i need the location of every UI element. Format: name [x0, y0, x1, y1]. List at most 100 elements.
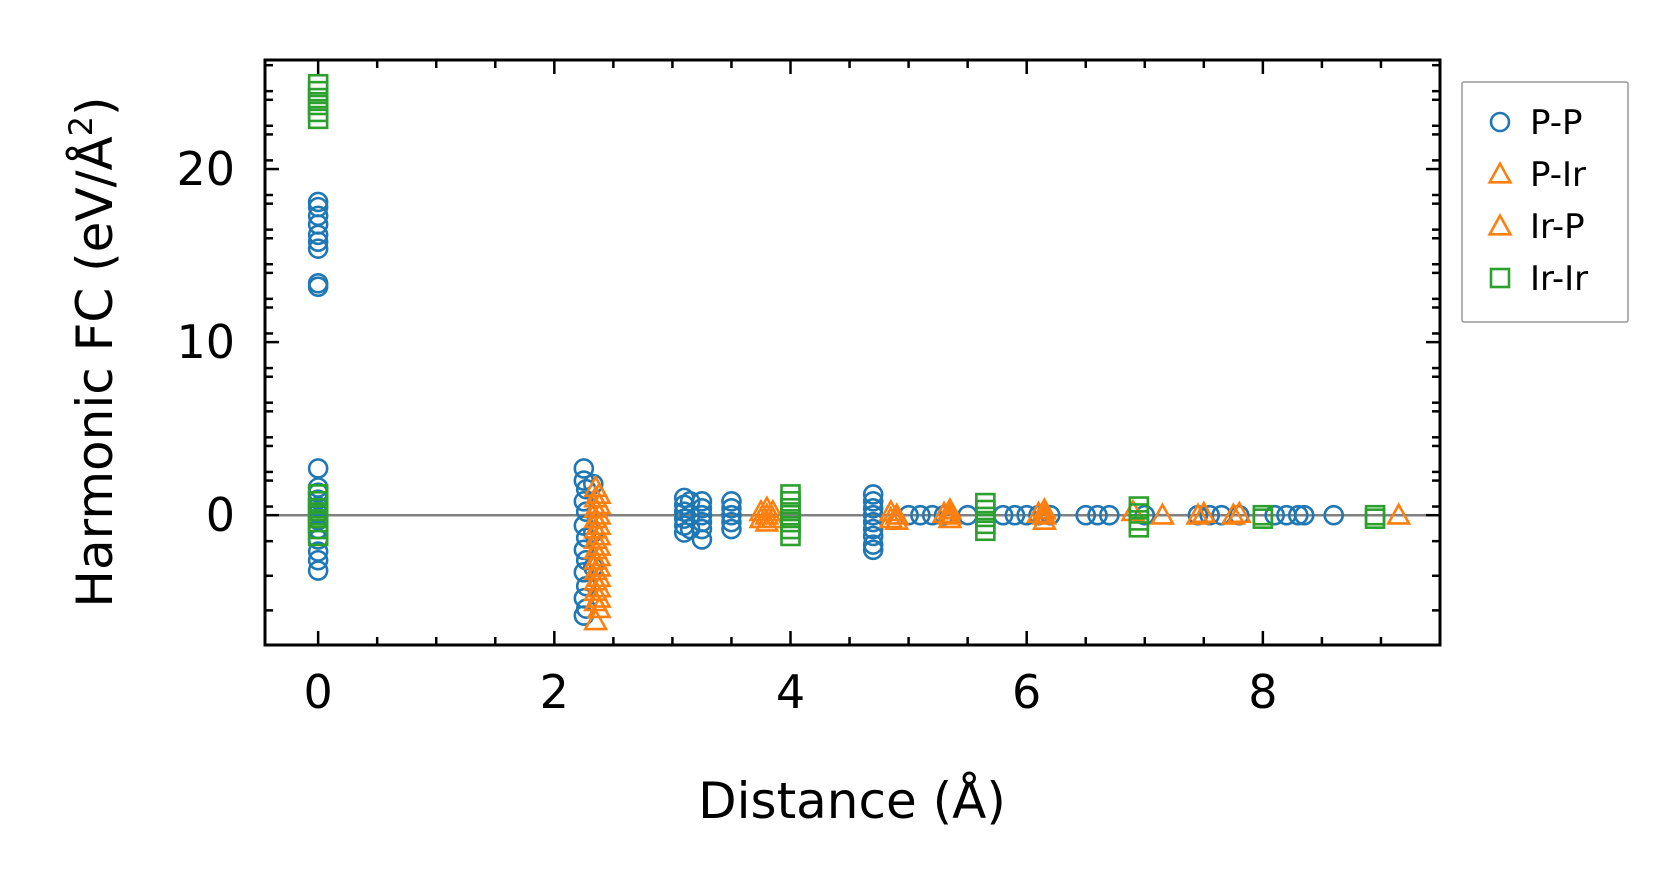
data-point-p-p: [691, 491, 713, 512]
data-point-ir-ir: [307, 73, 329, 95]
data-point-ir-ir: [780, 491, 801, 512]
y-tick-label: 10: [176, 315, 235, 369]
data-point-p-ir: [583, 607, 609, 631]
data-point-p-p: [862, 539, 884, 561]
data-point-ir-p: [586, 585, 612, 608]
legend-box: [1461, 81, 1629, 323]
data-point-p-p: [691, 504, 713, 526]
series-ir-ir: [307, 73, 1386, 547]
data-point-ir-p: [1226, 500, 1252, 524]
data-point-ir-ir: [975, 513, 996, 535]
data-point-p-ir: [1031, 496, 1057, 520]
data-point-p-ir: [1220, 502, 1246, 525]
data-point-ir-ir: [975, 492, 996, 514]
y-tick-label: 0: [206, 488, 235, 542]
y-axis-label-main: Harmonic FC (eV/Å: [66, 136, 124, 607]
data-point-ir-ir: [975, 520, 996, 542]
y-axis-label: Harmonic FC (eV/Å2): [62, 96, 124, 607]
data-point-ir-ir: [307, 94, 329, 116]
series-p-ir: [583, 474, 1412, 631]
data-point-p-p: [307, 458, 329, 479]
data-point-p-p: [721, 504, 742, 526]
legend-marker-ir-ir: [1489, 267, 1511, 289]
data-point-p-p: [307, 191, 329, 213]
data-point-p-p: [307, 238, 329, 259]
data-point-p-p: [679, 504, 701, 526]
data-point-p-p: [721, 491, 742, 512]
legend-marker-p-p: [1489, 111, 1511, 133]
data-point-p-p: [1075, 504, 1097, 526]
plot-frame: [263, 58, 1442, 647]
data-point-p-p: [862, 518, 884, 540]
data-point-p-p: [307, 276, 329, 298]
series-p-p: [307, 191, 1345, 626]
data-point-p-p: [721, 497, 742, 519]
data-point-p-ir: [1031, 507, 1057, 530]
data-point-p-p: [862, 484, 884, 505]
data-point-ir-ir: [307, 87, 329, 109]
data-point-p-p: [862, 534, 884, 555]
axis-ticks: 0 2 4 6 8 0 10 20: [176, 60, 1442, 719]
data-point-p-ir: [937, 505, 963, 529]
data-point-p-p: [691, 529, 713, 550]
legend-marker-ir-p: [1487, 212, 1513, 236]
data-point-p-p: [721, 511, 742, 533]
data-point-p-p: [1004, 504, 1026, 526]
data-point-ir-ir: [780, 518, 801, 540]
data-point-ir-p: [878, 498, 904, 522]
data-point-p-p: [307, 224, 329, 246]
data-point-p-p: [307, 560, 329, 581]
data-point-p-p: [721, 518, 742, 540]
data-point-p-p: [1287, 504, 1309, 526]
data-point-p-p: [691, 518, 713, 540]
legend-marker-p-ir: [1487, 160, 1513, 184]
data-point-p-p: [862, 525, 884, 547]
data-point-p-ir: [1031, 502, 1057, 525]
series-ir-p: [586, 481, 1252, 619]
y-axis-label-superscript: 2: [62, 116, 100, 136]
legend-label: Ir-P: [1530, 207, 1585, 247]
data-point-p-p: [679, 518, 701, 540]
data-point-p-p: [1323, 504, 1345, 526]
data-point-ir-ir: [1128, 517, 1150, 538]
data-point-p-ir: [754, 502, 780, 525]
data-point-p-p: [691, 497, 713, 519]
data-point-p-p: [573, 458, 595, 479]
x-tick-label: 4: [776, 665, 805, 719]
data-point-ir-ir: [307, 80, 329, 102]
data-point-p-p: [307, 231, 329, 253]
data-point-ir-ir: [780, 484, 801, 505]
data-point-ir-ir: [307, 525, 329, 547]
data-point-ir-ir: [780, 525, 801, 547]
data-point-p-p: [679, 491, 701, 512]
data-point-p-ir: [937, 496, 963, 520]
data-point-ir-ir: [1364, 508, 1386, 529]
data-point-ir-p: [1025, 500, 1052, 524]
data-point-p-ir: [884, 502, 910, 525]
data-point-ir-ir: [1252, 508, 1274, 529]
data-point-ir-p: [748, 505, 774, 529]
data-point-p-p: [862, 491, 884, 512]
data-point-p-p: [1264, 504, 1285, 526]
data-point-ir-p: [878, 505, 904, 529]
data-point-ir-p: [1191, 500, 1217, 524]
data-points: [307, 73, 1412, 631]
x-tick-label: 2: [540, 665, 569, 719]
legend-label: P-Ir: [1530, 155, 1586, 195]
data-point-p-ir: [1149, 502, 1176, 525]
x-tick-label: 6: [1012, 665, 1041, 719]
data-point-p-ir: [1185, 502, 1211, 525]
y-tick-label: 20: [176, 142, 235, 196]
x-axis-label: Distance (Å): [698, 772, 1006, 830]
data-point-ir-p: [586, 595, 612, 619]
x-tick-label: 8: [1248, 665, 1277, 719]
data-point-p-p: [1099, 504, 1120, 526]
data-point-p-ir: [1386, 502, 1412, 525]
data-point-p-p: [862, 497, 884, 519]
data-point-ir-ir: [307, 108, 329, 130]
data-point-ir-ir: [975, 506, 996, 528]
data-point-ir-p: [931, 500, 957, 524]
y-axis-label-close: ): [66, 96, 124, 116]
data-point-p-p: [307, 549, 329, 571]
